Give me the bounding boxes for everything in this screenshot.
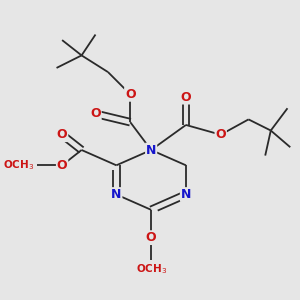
Text: N: N [146, 143, 156, 157]
Text: O: O [181, 91, 191, 103]
Text: O: O [125, 88, 136, 101]
Text: OCH$_3$: OCH$_3$ [3, 158, 34, 172]
Text: N: N [111, 188, 122, 201]
Text: O: O [90, 107, 101, 120]
Text: O: O [146, 231, 157, 244]
Text: OCH$_3$: OCH$_3$ [136, 263, 167, 277]
Text: N: N [181, 188, 191, 201]
Text: O: O [57, 128, 68, 141]
Text: O: O [57, 159, 68, 172]
Text: O: O [215, 128, 226, 141]
